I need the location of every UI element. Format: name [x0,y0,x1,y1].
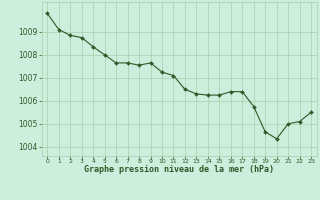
X-axis label: Graphe pression niveau de la mer (hPa): Graphe pression niveau de la mer (hPa) [84,165,274,174]
